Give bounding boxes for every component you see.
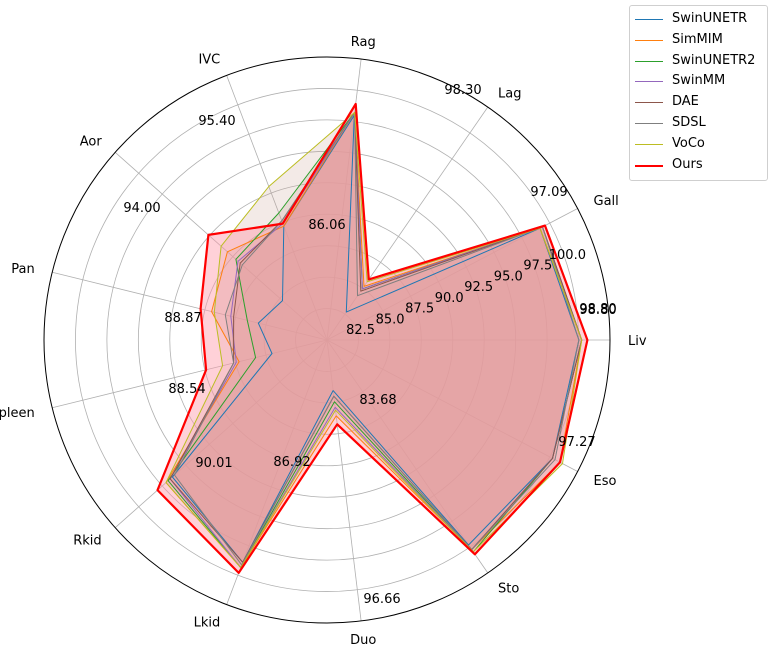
value-annotation: 86.06 — [308, 218, 345, 233]
legend-swatch — [635, 164, 663, 167]
legend-swatch — [635, 81, 663, 83]
category-label: Lag — [498, 86, 521, 101]
radial-tick-label: 92.5 — [464, 280, 493, 295]
category-label: Rag — [351, 35, 376, 50]
value-annotation: 97.27 — [558, 435, 595, 450]
value-annotation: 86.92 — [273, 455, 310, 470]
category-label: Liv — [628, 334, 647, 349]
legend-label: DAE — [672, 94, 699, 110]
legend-swatch — [635, 143, 663, 145]
category-label: Sto — [498, 582, 519, 597]
category-label: IVC — [198, 53, 220, 68]
legend-label: SDSL — [672, 115, 706, 130]
grid-spoke — [52, 271, 328, 341]
legend-item: VoCo — [630, 135, 767, 155]
legend-item: Ours — [630, 156, 767, 176]
legend-item: DAE — [630, 93, 767, 113]
series-line — [171, 114, 580, 563]
value-annotation: 94.00 — [123, 201, 160, 216]
legend-label: SwinUNETR2 — [672, 52, 756, 68]
series-fill — [172, 115, 579, 563]
legend-item: SimMIM — [630, 31, 767, 51]
category-label: Aor — [80, 134, 103, 149]
legend-label: SwinMM — [672, 73, 726, 89]
legend-label: SwinUNETR — [672, 11, 748, 26]
radial-tick-label: 95.0 — [494, 269, 523, 284]
grid-spoke — [52, 339, 328, 409]
series-fill — [170, 112, 582, 563]
series-line — [165, 111, 583, 569]
value-annotation: 88.54 — [168, 382, 205, 397]
legend-item: SwinMM — [630, 72, 767, 92]
grid-spoke — [326, 339, 578, 472]
category-label: Eso — [594, 474, 617, 489]
value-annotation: 97.09 — [530, 185, 567, 200]
grid-spoke — [326, 339, 489, 574]
value-annotation: 98.30 — [444, 83, 481, 98]
category-label: Lkid — [194, 615, 221, 630]
legend-swatch — [635, 60, 663, 62]
radial-tick-label: 90.0 — [435, 291, 464, 306]
legend-item: SwinUNETR2 — [630, 52, 767, 72]
radar-fills — [157, 104, 588, 573]
series-fill — [174, 112, 579, 565]
category-label: Rkid — [73, 534, 101, 549]
value-annotation: 95.40 — [198, 114, 235, 129]
value-annotation: 96.66 — [363, 592, 400, 607]
radial-tick-label: 82.5 — [346, 323, 375, 338]
value-annotation: 88.87 — [164, 311, 201, 326]
series-fill — [166, 112, 582, 568]
legend-swatch — [635, 123, 663, 124]
legend-label: SimMIM — [672, 31, 723, 47]
value-annotation: 98.80 — [579, 303, 616, 318]
category-label: Spleen — [0, 406, 35, 421]
grid-spoke — [114, 339, 328, 528]
legend-swatch — [635, 19, 663, 20]
legend-item: SwinUNETR — [630, 10, 767, 30]
series-line — [156, 102, 589, 574]
grid-spoke — [326, 339, 362, 621]
legend: SwinUNETR SimMIM SwinUNETR2 SwinMM DAE SDSL Vo… — [629, 5, 768, 181]
grid-spoke — [326, 106, 489, 341]
series-fill — [170, 112, 582, 568]
series-line — [174, 111, 580, 566]
legend-label: Ours — [672, 156, 703, 172]
category-label: Pan — [11, 262, 34, 277]
radial-tick-label: 87.5 — [405, 302, 434, 317]
category-label: Gall — [594, 194, 619, 209]
radial-tick-label: 85.0 — [376, 312, 405, 327]
radial-tick-label: 97.5 — [523, 259, 552, 274]
series-fill — [157, 104, 588, 573]
legend-swatch — [635, 102, 663, 104]
grid-spoke — [226, 75, 328, 341]
category-label: Duo — [350, 633, 376, 648]
legend-label: VoCo — [672, 135, 705, 151]
value-annotation: 90.01 — [195, 456, 232, 471]
legend-swatch — [635, 39, 663, 41]
radial-tick-label: 100.0 — [549, 248, 586, 263]
legend-item: SDSL — [630, 114, 767, 134]
value-annotation: 98.80 — [579, 302, 616, 317]
value-annotation: 83.68 — [359, 393, 396, 408]
polar-frame — [43, 56, 611, 624]
radar-series — [156, 102, 589, 574]
